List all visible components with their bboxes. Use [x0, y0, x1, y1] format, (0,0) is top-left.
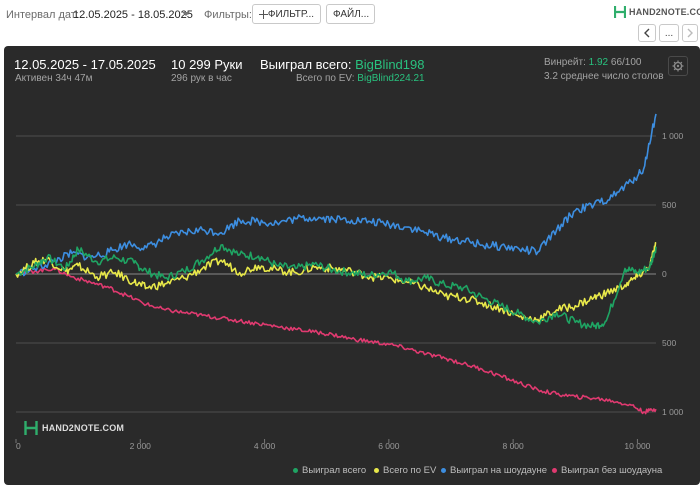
hands-per-hour: 296 рук в час: [171, 73, 232, 84]
legend-dot: [293, 467, 298, 473]
legend-dot: [552, 467, 557, 473]
legend-item-total[interactable]: Выиграл всего: [293, 464, 366, 476]
x-tick-label: 0: [16, 441, 21, 451]
ev-total-value: BigBlind224.21: [357, 73, 425, 84]
file-button[interactable]: ФАЙЛ...: [326, 4, 375, 24]
y-tick-label: 500: [662, 200, 676, 210]
x-tick-label: 6 000: [378, 441, 400, 451]
gear-icon: [672, 60, 684, 72]
y-tick-label: 0: [662, 269, 667, 279]
watermark: HAND2NOTE.COM: [24, 420, 124, 436]
active-time: Активен 34ч 47м: [15, 73, 93, 84]
file-button-label: ФАЙЛ...: [333, 8, 370, 20]
legend-item-nonshowdown[interactable]: Выиграл без шоудауна: [552, 464, 662, 476]
won-total-value: BigBlind198: [355, 57, 425, 72]
prev-button[interactable]: [638, 24, 656, 42]
x-tick-label: 8 000: [502, 441, 524, 451]
brand-text: HAND2NOTE.COM: [629, 7, 700, 17]
h-logo-icon: [24, 421, 38, 435]
series-line-2: [15, 113, 657, 277]
legend-label: Выиграл на шоудауне: [450, 464, 548, 476]
filter-button[interactable]: ФИЛЬТР...: [252, 4, 321, 24]
more-button[interactable]: ...: [659, 24, 679, 42]
x-tick-label: 4 000: [254, 441, 276, 451]
interval-select[interactable]: 12.05.2025 - 18.05.2025: [73, 9, 193, 21]
brand-logo: HAND2NOTE.COM: [614, 5, 700, 19]
filter-button-label: ФИЛЬТР...: [267, 8, 314, 20]
chevron-right-icon: [687, 28, 693, 38]
chevron-down-icon[interactable]: [181, 9, 191, 19]
date-range: 12.05.2025 - 17.05.2025: [14, 57, 156, 72]
y-tick-label: 500: [662, 338, 676, 348]
settings-button[interactable]: [668, 56, 688, 76]
watermark-text: HAND2NOTE.COM: [42, 423, 125, 433]
winrate-rest: 66/100: [610, 57, 642, 68]
legend-dot: [441, 467, 446, 473]
top-toolbar: Интервал дат: 12.05.2025 - 18.05.2025 Фи…: [0, 0, 700, 46]
graph-panel: 12.05.2025 - 17.05.2025 Активен 34ч 47м …: [4, 46, 700, 485]
plus-icon: [259, 9, 268, 19]
hands-count: 10 299 Руки: [171, 57, 243, 72]
y-tick-label: 1 000: [662, 407, 684, 417]
ev-total: Всего по EV: BigBlind224.21: [296, 73, 425, 84]
more-button-label: ...: [664, 27, 674, 39]
legend-dot: [374, 467, 379, 473]
legend-item-showdown[interactable]: Выиграл на шоудауне: [441, 464, 547, 476]
x-axis: 0 2 000 4 000 6 000 8 000 10 000: [15, 439, 651, 451]
interval-label: Интервал дат:: [6, 9, 79, 21]
x-tick-label: 10 000: [624, 441, 650, 451]
winrate-label: Винрейт:: [544, 57, 586, 68]
series-line-0: [15, 244, 657, 330]
legend-label: Выиграл всего: [302, 464, 367, 476]
legend-item-ev[interactable]: Всего по EV: [374, 464, 436, 476]
series-line-1: [15, 242, 657, 324]
winrate-value: 1.92: [588, 57, 609, 68]
legend-label: Выиграл без шоудауна: [561, 464, 663, 476]
legend-label: Всего по EV: [383, 464, 437, 476]
h-logo-icon: [614, 6, 626, 18]
profit-chart: 1 000 500 0 500 1 000 0 2 000 4 000 6 000 8 000 1…: [15, 113, 684, 451]
x-tick-label: 2 000: [130, 441, 152, 451]
y-tick-label: 1 000: [662, 131, 684, 141]
avg-tables: 3.2 среднее число столов: [544, 71, 664, 82]
filters-label: Фильтры:: [204, 9, 252, 21]
won-total: Выиграл всего: BigBlind198: [260, 57, 424, 72]
y-axis: 1 000 500 0 500 1 000: [662, 131, 684, 417]
ev-total-label: Всего по EV:: [296, 73, 355, 84]
won-total-label: Выиграл всего:: [260, 57, 352, 72]
chevron-left-icon: [644, 28, 650, 38]
grid: [16, 135, 656, 413]
series-lines: [15, 113, 657, 415]
winrate: Винрейт: 1.92 66/100: [544, 57, 641, 68]
next-button[interactable]: [682, 24, 698, 42]
series-line-3: [15, 267, 657, 415]
